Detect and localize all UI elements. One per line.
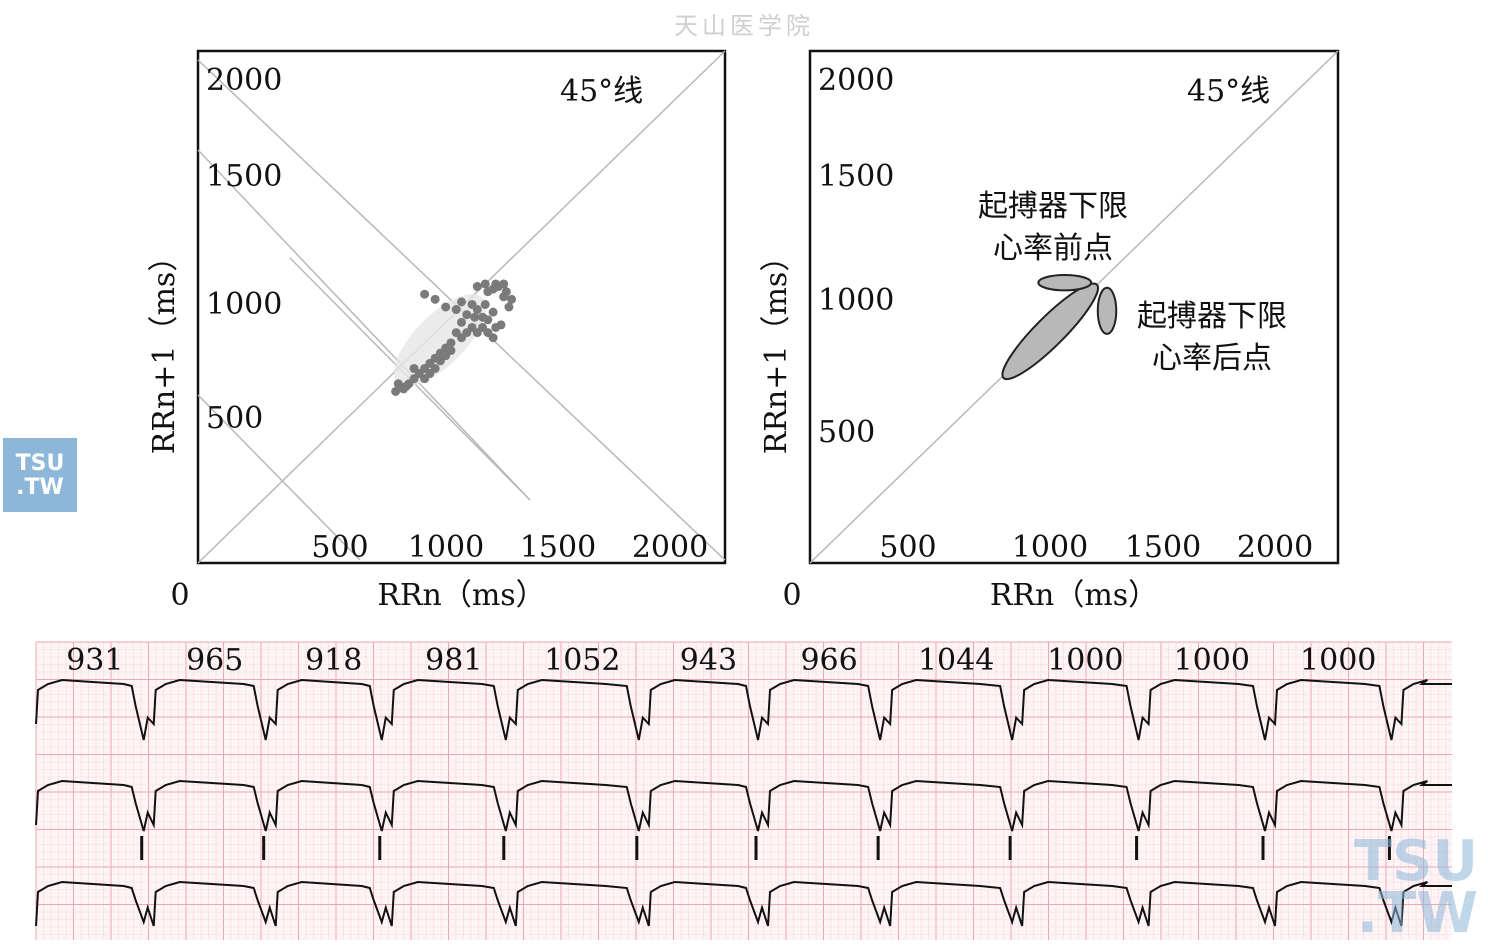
- plot-frame: [808, 49, 1340, 565]
- y-tick-label: 2000: [818, 63, 894, 98]
- x-tick-label: 1000: [408, 530, 484, 565]
- rr-interval-label: 1000: [1174, 643, 1250, 678]
- data-point: [491, 279, 501, 289]
- tsu-watermark-logo: TSU .TW: [1338, 829, 1478, 946]
- x-tick-label: 1500: [520, 530, 596, 565]
- y-tick-label: 1000: [206, 287, 282, 322]
- y-tick-label: 1500: [206, 159, 282, 194]
- cluster-region: [1001, 282, 1100, 381]
- data-point: [462, 310, 472, 320]
- data-point: [420, 289, 430, 299]
- annotation-45-line: 45°线: [560, 74, 643, 109]
- plot-frame: [196, 49, 727, 565]
- x-tick-label: 1000: [1012, 530, 1088, 565]
- perpendicular-guide-line: [197, 149, 531, 501]
- data-point: [391, 386, 401, 396]
- region-label: 心率前点: [993, 231, 1113, 266]
- data-point: [472, 282, 482, 292]
- data-point: [483, 315, 493, 325]
- region-label: 心率后点: [1152, 341, 1272, 376]
- region-label: 起搏器下限: [1137, 299, 1287, 334]
- rr-interval-label: 943: [680, 643, 737, 678]
- ecg-background: [36, 642, 1452, 940]
- y-tick-label: 500: [206, 401, 263, 436]
- x-tick-label: 1500: [1125, 530, 1201, 565]
- data-point: [504, 302, 514, 312]
- ecg-trace: [35, 880, 1452, 927]
- data-point: [441, 302, 451, 312]
- data-point: [501, 287, 511, 297]
- watermark-text: 天山医学院: [674, 12, 814, 40]
- rr-interval-label: 1044: [918, 643, 994, 678]
- rr-interval-label: 1000: [1300, 643, 1376, 678]
- rr-interval-label: 1000: [1047, 643, 1123, 678]
- rr-interval-label: 1052: [544, 643, 620, 678]
- annotation-45-line: 45°线: [1187, 74, 1270, 109]
- y-axis-label: RRn+1（ms）: [147, 242, 182, 455]
- tsu-logo: TSU .TW: [3, 438, 77, 512]
- x-axis-label: RRn（ms）: [990, 578, 1158, 613]
- data-point: [480, 279, 490, 289]
- origin-label: 0: [782, 578, 801, 613]
- ecg-trace: [35, 678, 1452, 741]
- logo-text: .TW: [16, 475, 64, 500]
- ecg-trace: [35, 779, 1452, 832]
- data-point: [430, 294, 440, 304]
- data-point: [457, 317, 466, 327]
- x-tick-label: 500: [311, 530, 368, 565]
- rr-interval-label: 918: [305, 643, 362, 678]
- data-point: [446, 346, 456, 356]
- logo-text: TSU: [1353, 829, 1478, 894]
- data-point: [393, 379, 403, 389]
- data-point: [430, 363, 440, 373]
- y-tick-label: 1000: [818, 283, 894, 318]
- rr-interval-label: 965: [186, 643, 243, 678]
- x-axis-label: RRn（ms）: [377, 578, 545, 613]
- perpendicular-guide-line: [197, 394, 361, 561]
- data-point: [451, 328, 461, 338]
- rr-interval-label: 981: [425, 643, 482, 678]
- y-axis-label: RRn+1（ms）: [759, 242, 794, 455]
- chart-group: 500 1000 1500 2000 500 1000 1500 2000 0 RRn（ms） RR…: [759, 49, 1340, 613]
- data-point: [409, 363, 419, 373]
- region-label: 起搏器下限: [978, 189, 1128, 224]
- data-point: [457, 297, 466, 307]
- cluster-region: [1096, 286, 1118, 335]
- cluster-region: [1037, 274, 1093, 292]
- data-point: [496, 320, 506, 330]
- y-tick-label: 2000: [206, 63, 282, 98]
- rr-interval-label: 966: [800, 643, 857, 678]
- data-point: [470, 312, 480, 322]
- chart-group: 500 1000 1500 2000 500 1000 1500 2000 0 RRn（ms） RR…: [147, 49, 727, 613]
- logo-text: .TW: [1356, 881, 1478, 946]
- x-tick-label: 2000: [632, 530, 708, 565]
- x-tick-label: 2000: [1237, 530, 1313, 565]
- data-point: [488, 307, 498, 317]
- data-point: [472, 305, 482, 315]
- logo-text: TSU: [15, 451, 65, 476]
- data-point: [451, 305, 461, 315]
- origin-label: 0: [170, 578, 189, 613]
- x-tick-label: 500: [879, 530, 936, 565]
- y-tick-label: 1500: [818, 159, 894, 194]
- rr-interval-label: 931: [66, 643, 123, 678]
- ecg-group: 931 965 918 981 1052 943 966 1044 1000 1000 1000: [35, 641, 1452, 940]
- data-point: [401, 381, 411, 391]
- y-tick-label: 500: [818, 415, 875, 450]
- data-point: [488, 333, 498, 343]
- data-point: [480, 299, 490, 309]
- data-point: [507, 294, 517, 304]
- data-point: [499, 279, 509, 289]
